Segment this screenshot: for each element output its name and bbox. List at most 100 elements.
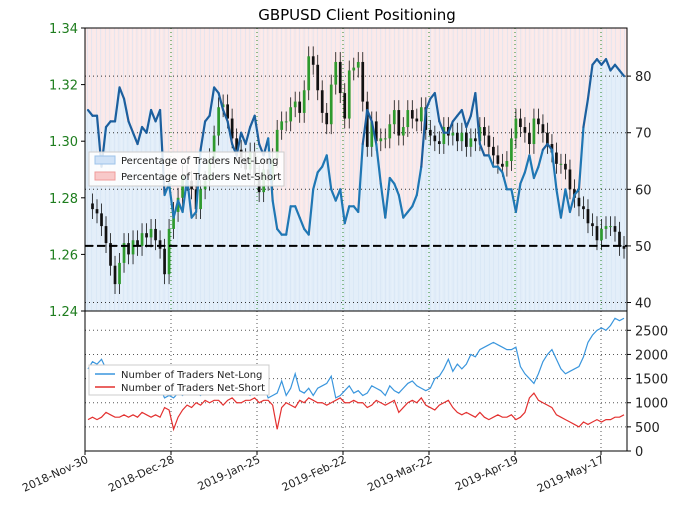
net-long-percentage-segment <box>397 193 405 219</box>
net-short-count-label: Number of Traders Net-Short <box>121 383 265 394</box>
net-long-percentage-segment <box>433 91 441 123</box>
candle-body <box>316 64 320 91</box>
candle-body <box>618 231 621 246</box>
candle-body <box>311 56 315 65</box>
candle-body <box>568 169 572 190</box>
candle-body <box>609 226 612 228</box>
count-legend: Number of Traders Net-Long Number of Tra… <box>88 364 270 396</box>
candle-body <box>586 209 590 224</box>
net-long-percentage-segment <box>550 148 558 191</box>
net-long-percentage-segment <box>420 108 427 168</box>
net-long-percentage-segment <box>113 86 121 123</box>
net-long-percentage-segment <box>294 205 301 219</box>
net-long-percentage-segment <box>393 182 400 197</box>
candle-body <box>217 107 220 136</box>
candle-body <box>118 262 121 285</box>
candle-body <box>595 226 599 241</box>
candle-body <box>131 240 135 255</box>
percentage-legend: Percentage of Traders Net-Long Percentag… <box>88 151 285 187</box>
candle-body <box>591 223 594 227</box>
count-tick-label: 500 <box>635 421 660 436</box>
candle-body <box>406 110 410 128</box>
candle-body <box>320 90 324 113</box>
percent-tick-label: 40 <box>635 297 652 312</box>
candle-body <box>528 132 531 145</box>
candle-body <box>127 243 130 255</box>
candle-body <box>483 127 486 136</box>
candle-body <box>361 61 365 102</box>
legend-box <box>88 151 285 187</box>
net-long-percentage-segment <box>357 142 364 214</box>
candle-body <box>505 161 509 167</box>
candle-body <box>415 118 419 122</box>
net-long-percentage-segment <box>136 125 144 146</box>
net-long-percentage-segment <box>330 188 337 202</box>
candle-body <box>496 155 500 164</box>
net-long-percentage-segment <box>127 120 135 134</box>
candle-body <box>523 127 527 133</box>
price-tick-label: 1.26 <box>49 248 78 263</box>
candle-body <box>492 146 495 156</box>
net-long-percentage-segment <box>411 193 418 208</box>
percent-tick-label: 60 <box>635 183 652 198</box>
count-tick-label: 2500 <box>635 324 668 339</box>
net-long-percentage-segment <box>510 188 518 214</box>
net-long-percentage-segment <box>122 97 130 123</box>
candle-body <box>510 138 513 162</box>
candle-body <box>537 118 540 125</box>
candle-body <box>600 228 603 241</box>
net-long-percentage-segment <box>465 114 472 129</box>
net-long-percentage-segment <box>276 227 283 236</box>
count-panel-frame <box>84 310 628 452</box>
percent-tick-label: 80 <box>635 70 652 85</box>
candle-body <box>275 129 279 159</box>
candle-body <box>455 132 459 142</box>
legend-box <box>88 364 270 396</box>
candle-body <box>487 135 491 147</box>
net-long-percentage-segment <box>375 142 382 185</box>
candle-body <box>158 240 162 249</box>
net-long-percentage-segment <box>222 108 229 123</box>
candle-body <box>226 104 229 119</box>
net-long-percentage-segment <box>253 114 261 146</box>
net-long-percentage-segment <box>190 210 198 219</box>
candle-body <box>546 132 549 145</box>
net-short-legend-label: Percentage of Traders Net-Short <box>121 172 281 183</box>
net-long-percentage-segment <box>226 120 234 146</box>
net-long-percentage-segment <box>312 171 319 191</box>
net-long-percentage-segment <box>379 182 387 219</box>
candle-body <box>469 138 473 147</box>
net-long-percentage-segment <box>487 154 495 168</box>
net-long-percentage-segment <box>564 188 572 214</box>
candle-body <box>212 135 216 159</box>
candle-body <box>451 132 455 136</box>
candle-body <box>95 209 99 214</box>
candle-body <box>519 118 522 128</box>
net-long-percentage-segment <box>298 216 306 231</box>
price-tick-label: 1.30 <box>49 135 78 150</box>
net-long-percentage-segment <box>384 176 391 219</box>
net-long-percentage-segment <box>307 188 315 236</box>
net-long-percentage-segment <box>213 86 220 95</box>
net-long-percentage-segment <box>172 199 180 219</box>
candle-body <box>298 101 302 113</box>
candle-body <box>104 226 108 244</box>
net-long-count-label: Number of Traders Net-Long <box>121 370 262 381</box>
candle-body <box>289 107 293 122</box>
candle-body <box>91 203 94 210</box>
net-long-percentage-segment <box>325 154 333 191</box>
percent-tick-label: 50 <box>635 240 652 255</box>
net-long-percentage-segment <box>285 205 292 236</box>
net-long-percentage-segment <box>361 108 369 146</box>
candle-body <box>433 135 437 142</box>
net-long-percentage-segment <box>555 188 563 219</box>
candle-body <box>613 226 617 232</box>
count-axis: 0 500 1000 1500 2000 2500 <box>627 324 668 460</box>
net-long-percentage-segment <box>145 108 153 134</box>
candle-body <box>302 90 306 113</box>
net-long-percentage-segment <box>618 69 626 78</box>
candle-body <box>388 124 392 139</box>
price-axis: 1.24 1.26 1.28 1.30 1.32 1.34 <box>49 22 85 320</box>
candle-body <box>437 141 441 145</box>
